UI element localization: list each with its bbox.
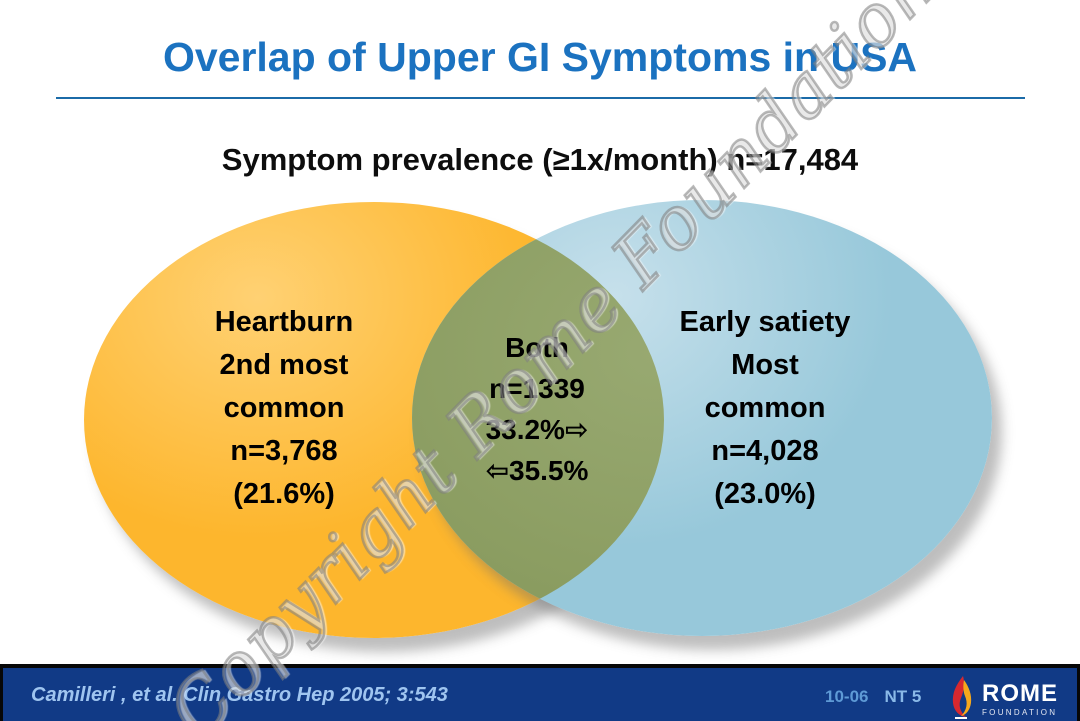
early-satiety-line-4: n=4,028 <box>711 435 819 467</box>
slide-codes: 10-06 NT 5 <box>825 687 921 707</box>
slide-title: Overlap of Upper GI Symptoms in USA <box>162 34 918 80</box>
early-satiety-line-5: (23.0%) <box>714 478 816 510</box>
citation: Camilleri , et al. Clin Gastro Hep 2005;… <box>31 684 448 706</box>
heartburn-line-2: 2nd most <box>219 349 349 381</box>
both-line-2: n=1339 <box>489 373 585 404</box>
early-satiety-label: Early satiety Most common n=4,028 (23.0%… <box>565 301 965 516</box>
logo-subname: FOUNDATION <box>982 708 1058 717</box>
early-satiety-line-3: common <box>704 392 826 424</box>
both-line-3: 33.2%⇨ <box>485 414 589 445</box>
logo-text: ROME FOUNDATION <box>982 680 1058 718</box>
heartburn-line-3: common <box>223 392 345 424</box>
early-satiety-line-1: Early satiety <box>679 306 851 338</box>
early-satiety-line-2: Most <box>731 349 799 381</box>
both-label: Both n=1339 33.2%⇨ ⇦35.5% <box>412 327 662 491</box>
rome-foundation-logo: ROME FOUNDATION <box>949 675 1058 721</box>
both-line-1: Both <box>505 332 569 363</box>
flame-icon <box>949 675 975 721</box>
heartburn-line-1: Heartburn <box>214 306 354 338</box>
heartburn-line-4: n=3,768 <box>230 435 338 467</box>
slide-code-2: NT 5 <box>884 687 922 706</box>
logo-name: ROME <box>982 680 1058 707</box>
heartburn-line-5: (21.6%) <box>233 478 335 510</box>
heartburn-label: Heartburn 2nd most common n=3,768 (21.6%… <box>84 301 484 516</box>
footer-bar: Camilleri , et al. Clin Gastro Hep 2005;… <box>0 664 1080 721</box>
title-divider <box>56 97 1025 99</box>
subtitle: Symptom prevalence (≥1x/month) n=17,484 <box>221 142 859 177</box>
both-line-4: ⇦35.5% <box>485 455 589 486</box>
slide-code: 10-06 <box>825 687 869 706</box>
